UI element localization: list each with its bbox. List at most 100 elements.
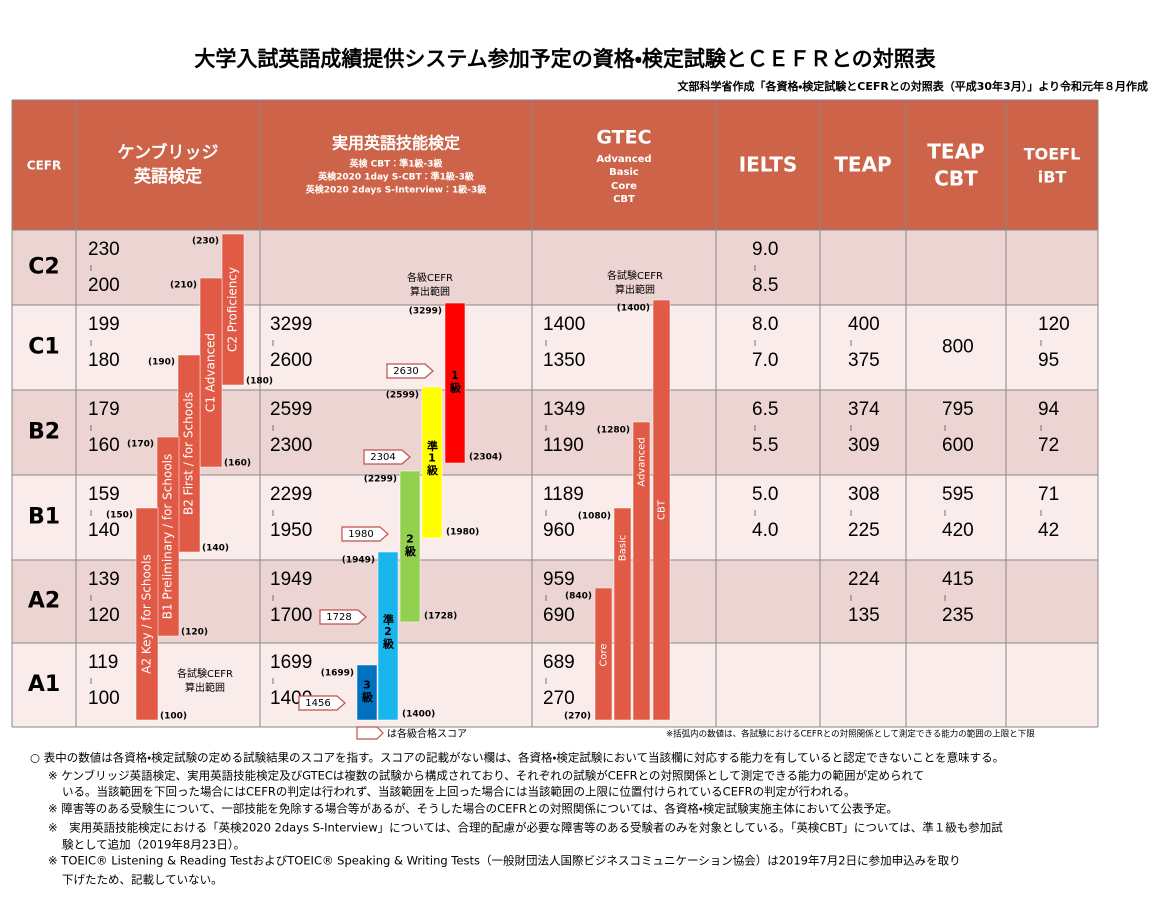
bar-label: 1級	[449, 369, 463, 394]
range-bottom: (140)	[202, 544, 229, 554]
pass-marker	[298, 695, 346, 711]
score-high: 374	[848, 399, 880, 420]
score-low: 160	[88, 435, 120, 456]
bar-label: B2 First / for Schools	[182, 392, 196, 515]
range-bottom: (100)	[160, 712, 187, 722]
range-top: (170)	[127, 440, 154, 450]
score-low: 270	[543, 688, 575, 709]
range-top: (2299)	[364, 475, 397, 485]
note-line: ※ 障害等のある受験生について、一部技能を免除する場合等があるが、そうした場合の…	[48, 802, 898, 816]
range-note: 各試験CEFR 算出範囲	[607, 269, 663, 296]
cefr-level: A2	[28, 589, 60, 614]
score-low: 72	[1038, 435, 1059, 456]
score-low: 4.0	[752, 520, 778, 541]
bar-label: C1 Advanced	[204, 333, 218, 412]
header-text: CBT	[613, 194, 635, 205]
score-low: 375	[848, 350, 880, 371]
score: 800	[942, 337, 974, 358]
pass-marker	[363, 449, 411, 465]
score-low: 180	[88, 350, 120, 371]
range-top: (1400)	[617, 304, 650, 314]
score-high: 5.0	[752, 484, 778, 505]
range-bottom: (1980)	[446, 528, 479, 538]
score-high: 1400	[543, 314, 585, 335]
eiken-bar	[421, 386, 443, 539]
range-note: 各級CEFR 算出範囲	[407, 271, 453, 298]
score-high: 2599	[270, 399, 312, 420]
score-high: 595	[942, 484, 974, 505]
range-top: (840)	[565, 592, 592, 602]
footnote: ※括弧内の数値は、各試験におけるCEFRとの対照関係として測定できる能力の範囲の…	[666, 729, 1035, 740]
header-text: Basic	[609, 167, 639, 178]
header-text: CEFR	[27, 159, 61, 173]
pass-marker	[386, 363, 434, 379]
cefr-level: B2	[28, 420, 60, 445]
header-text: TOEFL	[1024, 145, 1081, 164]
score-high: 159	[88, 484, 120, 505]
pass-score: 1456	[305, 698, 330, 709]
range-top: (1080)	[578, 512, 611, 522]
eiken-bar	[377, 551, 399, 721]
score-low: 95	[1038, 350, 1059, 371]
score-low: 1190	[543, 435, 584, 456]
range-top: (1699)	[321, 669, 354, 679]
range-note: 各試験CEFR 算出範囲	[177, 667, 233, 694]
range-top: (1949)	[342, 556, 375, 566]
header-text: 実用英語技能検定	[332, 134, 460, 153]
header-text: TEAP	[834, 153, 891, 177]
pass-marker	[341, 526, 389, 542]
row-bg	[12, 643, 1098, 727]
range-top: (210)	[170, 281, 197, 291]
note-line: 下げたため、記載していない。	[62, 873, 223, 887]
score-high: 2299	[270, 484, 312, 505]
eiken-bar	[444, 302, 466, 464]
range-bottom: (270)	[564, 712, 591, 722]
bar-label: Basic	[618, 535, 629, 561]
cefr-level: A1	[28, 672, 60, 697]
score-low: 309	[848, 435, 880, 456]
score-low: 200	[88, 275, 120, 296]
header-text: 英検 CBT：準1級-3級	[349, 158, 444, 170]
score-low: 1350	[543, 350, 585, 371]
note-line: ○ 表中の数値は各資格・検定試験の定める試験結果のスコアを指す。スコアの記載がな…	[30, 751, 1004, 765]
score-low: 5.5	[752, 435, 778, 456]
pass-score: 2304	[370, 452, 395, 463]
bar-label: CBT	[657, 499, 668, 520]
header-text: Advanced	[596, 154, 651, 165]
score-high: 224	[848, 569, 880, 590]
score-high: 9.0	[752, 239, 778, 260]
score-high: 179	[88, 399, 120, 420]
score-high: 795	[942, 399, 974, 420]
note-line: いる。当該範囲を下回った場合にはCEFRの判定は行われず、当該範囲を上回った場合…	[62, 785, 856, 799]
score-high: 1349	[543, 399, 585, 420]
note-line: 験として追加（2019年8月23日）。	[62, 838, 245, 852]
header-text: TEAP	[927, 140, 984, 164]
header-text: 英検2020 2days S-Interview：1級-3級	[305, 184, 487, 196]
score-high: 3299	[270, 314, 312, 335]
bar-label: B1 Preliminary / for Schools	[161, 454, 175, 620]
legend-marker	[356, 726, 384, 740]
score-high: 415	[942, 569, 974, 590]
cefr-level: C2	[28, 255, 59, 280]
score-high: 230	[88, 239, 120, 260]
bar-label: C2 Proficiency	[226, 267, 240, 352]
eiken-bar	[399, 470, 421, 623]
range-bottom: (2304)	[469, 453, 502, 463]
range-bottom: (120)	[181, 628, 208, 638]
range-top: (1280)	[597, 426, 630, 436]
header-bg	[12, 100, 1098, 230]
pass-marker	[319, 609, 367, 625]
legend-text: は各級合格スコア	[387, 727, 467, 740]
score-high: 959	[543, 569, 575, 590]
score-low: 7.0	[752, 350, 778, 371]
row-bg	[12, 230, 1098, 305]
score-low: 1700	[270, 605, 312, 626]
header-text: CBT	[934, 167, 978, 191]
score-high: 8.0	[752, 314, 778, 335]
score-high: 6.5	[752, 399, 778, 420]
score-low: 120	[88, 605, 120, 626]
eiken-bar	[356, 664, 378, 721]
header-text: GTEC	[596, 127, 651, 149]
note-line: ※ ケンブリッジ英語検定、実用英語技能検定及びGTECは複数の試験から構成されて…	[48, 769, 924, 783]
header-text: 英検2020 1day S-CBT：準1級-3級	[317, 171, 475, 183]
